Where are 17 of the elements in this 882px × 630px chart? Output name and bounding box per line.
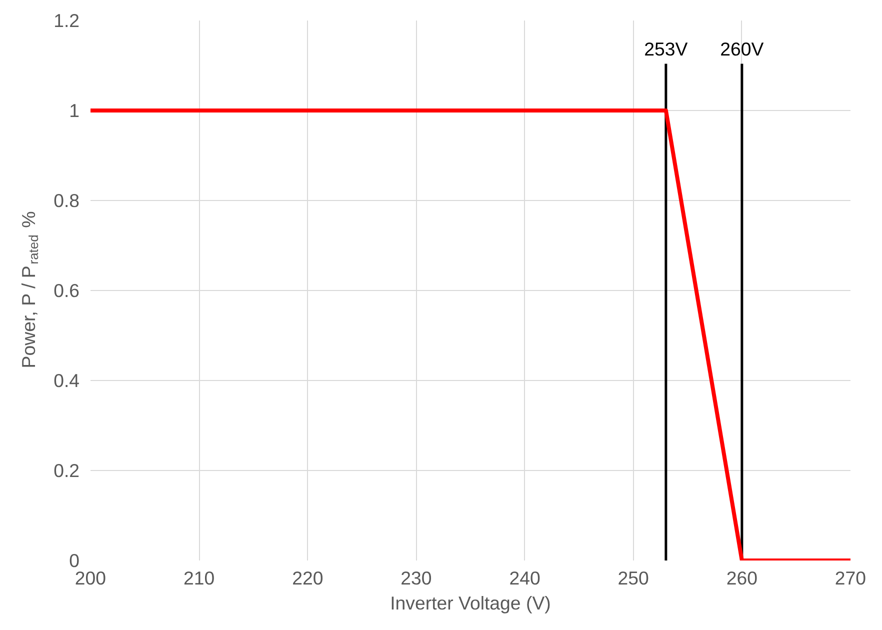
y-tick-label: 0.8 (54, 190, 80, 211)
x-axis-title: Inverter Voltage (V) (390, 592, 551, 614)
y-tick-label: 0.6 (54, 280, 80, 301)
x-tick-label: 230 (400, 568, 432, 588)
ref-line-label: 253V (644, 38, 688, 60)
x-tick-label: 260 (726, 568, 758, 588)
x-tick-label: 270 (834, 568, 866, 588)
x-tick-label: 210 (184, 568, 215, 588)
y-tick-label: 0.4 (54, 370, 80, 391)
y-tick-label: 1 (69, 100, 80, 121)
x-tick-label: 220 (292, 568, 324, 588)
ref-line-label: 260V (720, 38, 764, 60)
y-tick-label: 0.2 (54, 460, 80, 481)
y-axis-title: Power, P / Prated % (18, 211, 41, 368)
x-tick-label: 240 (509, 568, 540, 588)
y-tick-label: 1.2 (54, 10, 80, 31)
x-tick-label: 250 (618, 568, 649, 588)
